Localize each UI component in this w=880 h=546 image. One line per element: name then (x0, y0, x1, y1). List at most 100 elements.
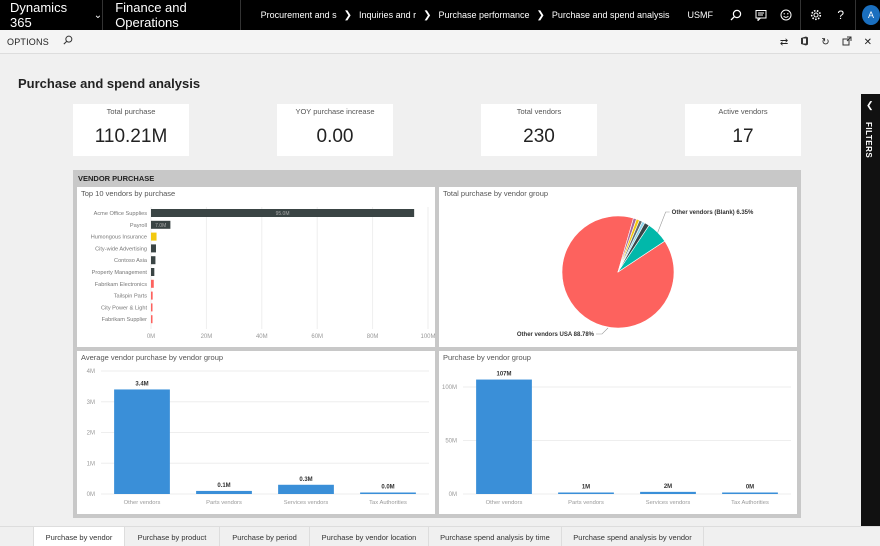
search-icon[interactable] (63, 35, 73, 48)
purchase-by-group-pie-tile[interactable]: Total purchase by vendor group Other ven… (439, 187, 797, 347)
y-tick-label: 4M (87, 369, 95, 375)
vendor-purchase-panel: VENDOR PURCHASE Top 10 vendors by purcha… (73, 170, 801, 518)
breadcrumb-item-current[interactable]: Purchase and spend analysis (551, 10, 670, 20)
divider (800, 0, 802, 30)
kpi-value: 0.00 (316, 126, 354, 147)
leader-line (596, 327, 609, 335)
top10-vendors-chart: 0M 20M 40M 60M 80M 100M Acme Office Supplies 95… (91, 207, 435, 340)
bar (476, 379, 532, 494)
kpi-label: Total purchase (106, 107, 156, 116)
y-category-label: Payroll (130, 223, 147, 229)
y-tick-label: 3M (87, 400, 95, 406)
breadcrumb-item-procurement[interactable]: Procurement and s (260, 10, 337, 20)
bar (360, 492, 416, 494)
kpi-total-vendors[interactable]: Total vendors 230 (481, 104, 597, 156)
link-icon[interactable]: ⇄ (779, 36, 789, 48)
tab-purchase-by-vendor-location[interactable]: Purchase by vendor location (310, 527, 429, 546)
gear-icon[interactable] (803, 0, 828, 30)
chevron-right-icon: ❯ (536, 9, 545, 21)
y-tick-label: 0M (449, 492, 457, 498)
bar (151, 303, 153, 312)
close-icon[interactable]: ✕ (863, 36, 872, 48)
kpi-active-vendors[interactable]: Active vendors 17 (685, 104, 801, 156)
top-nav-bar: Dynamics 365 ⌄ Finance and Operations Pr… (0, 0, 880, 30)
office-icon[interactable] (800, 36, 809, 49)
bar (151, 256, 156, 265)
data-label: 7.0M (155, 223, 166, 229)
y-tick-label: 0M (87, 492, 95, 498)
tab-purchase-by-period[interactable]: Purchase by period (220, 527, 310, 546)
purchase-by-group-chart: 0M 50M 100M 107M Other vendors 1M Parts vendor… (442, 372, 791, 506)
help-icon[interactable]: ? (837, 8, 845, 22)
x-category-label: Services vendors (646, 500, 691, 506)
x-tick-label: 20M (201, 334, 213, 340)
open-new-window-icon[interactable] (842, 36, 852, 49)
bar (722, 492, 778, 494)
purchase-by-group-tile[interactable]: Purchase by vendor group 0M 50M 100M 107M Ot… (439, 351, 797, 514)
top10-vendors-tile[interactable]: Top 10 vendors by purchase 0M 20M 40M 60M 80… (77, 187, 435, 347)
kpi-label: Total vendors (516, 107, 562, 116)
y-category-label: City-wide Advertising (95, 246, 147, 252)
x-tick-label: 60M (311, 334, 323, 340)
y-category-label: Tailspin Parts (114, 294, 147, 300)
x-category-label: Other vendors (124, 500, 161, 506)
y-tick-label: 2M (87, 431, 95, 437)
data-label: 107M (496, 372, 511, 378)
bar (196, 490, 252, 494)
action-icons: ⇄ ↻ ✕ (780, 30, 872, 54)
smiley-icon[interactable] (773, 0, 798, 30)
data-label: 0M (746, 485, 754, 491)
bar (151, 232, 157, 241)
x-category-label: Services vendors (284, 500, 329, 506)
message-icon[interactable] (748, 0, 773, 30)
x-category-label: Parts vendors (568, 500, 604, 506)
options-bar: OPTIONS ⇄ ↻ ✕ (0, 30, 880, 54)
tab-purchase-by-vendor[interactable]: Purchase by vendor (34, 527, 125, 546)
chevron-left-icon[interactable]: ❮ (866, 100, 874, 110)
bar (151, 244, 156, 253)
search-icon[interactable] (723, 0, 748, 30)
tile-title: Purchase by vendor group (443, 353, 531, 362)
app-name[interactable]: Finance and Operations (103, 0, 241, 30)
brand-label: Dynamics 365 (10, 0, 68, 30)
tab-purchase-spend-by-time[interactable]: Purchase spend analysis by time (429, 527, 562, 546)
company-picker[interactable]: USMF (687, 10, 714, 20)
kpi-label: YOY purchase increase (295, 107, 375, 116)
tab-purchase-spend-by-vendor[interactable]: Purchase spend analysis by vendor (562, 527, 704, 546)
y-tick-label: 50M (445, 439, 457, 445)
data-label: 95.0M (276, 211, 290, 217)
x-tick-label: 0M (147, 334, 155, 340)
y-tick-label: 100M (442, 385, 457, 391)
pie-data-label: Other vendors USA 88.78% (517, 332, 595, 338)
breadcrumb-item-inquiries[interactable]: Inquiries and r (359, 10, 417, 20)
refresh-icon[interactable]: ↻ (821, 36, 830, 48)
breadcrumb: Procurement and s ❯ Inquiries and r ❯ Pu… (261, 10, 670, 21)
y-category-label: Property Management (92, 270, 148, 276)
page-title: Purchase and spend analysis (18, 76, 201, 91)
tile-title: Average vendor purchase by vendor group (81, 353, 224, 362)
y-category-label: Acme Office Supplies (94, 211, 148, 217)
y-category-label: Fabrikam Supplier (102, 317, 148, 323)
y-category-label: City Power & Light (101, 305, 147, 311)
breadcrumb-item-purchase-performance[interactable]: Purchase performance (438, 10, 530, 20)
kpi-yoy-purchase-increase[interactable]: YOY purchase increase 0.00 (277, 104, 393, 156)
kpi-value: 230 (523, 126, 555, 147)
data-label: 3.4M (135, 381, 148, 387)
tab-spacer (0, 527, 34, 546)
chevron-right-icon: ❯ (423, 9, 432, 21)
brand-menu[interactable]: Dynamics 365 ⌄ (0, 0, 104, 30)
filters-pane[interactable]: ❮ FILTERS (861, 94, 880, 526)
bar (151, 291, 153, 300)
tab-purchase-by-product[interactable]: Purchase by product (125, 527, 220, 546)
avg-vendor-purchase-tile[interactable]: Average vendor purchase by vendor group … (77, 351, 435, 514)
bar (151, 268, 155, 276)
avatar[interactable]: A (862, 5, 880, 25)
options-button[interactable]: OPTIONS (7, 36, 49, 47)
y-tick-label: 1M (87, 461, 95, 467)
chevron-down-icon: ⌄ (93, 9, 103, 21)
kpi-value: 17 (732, 126, 754, 147)
x-category-label: Tax Authorities (369, 500, 407, 506)
x-tick-label: 100M (420, 334, 435, 340)
kpi-total-purchase[interactable]: Total purchase 110.21M (73, 104, 189, 156)
leader-line (657, 211, 670, 233)
